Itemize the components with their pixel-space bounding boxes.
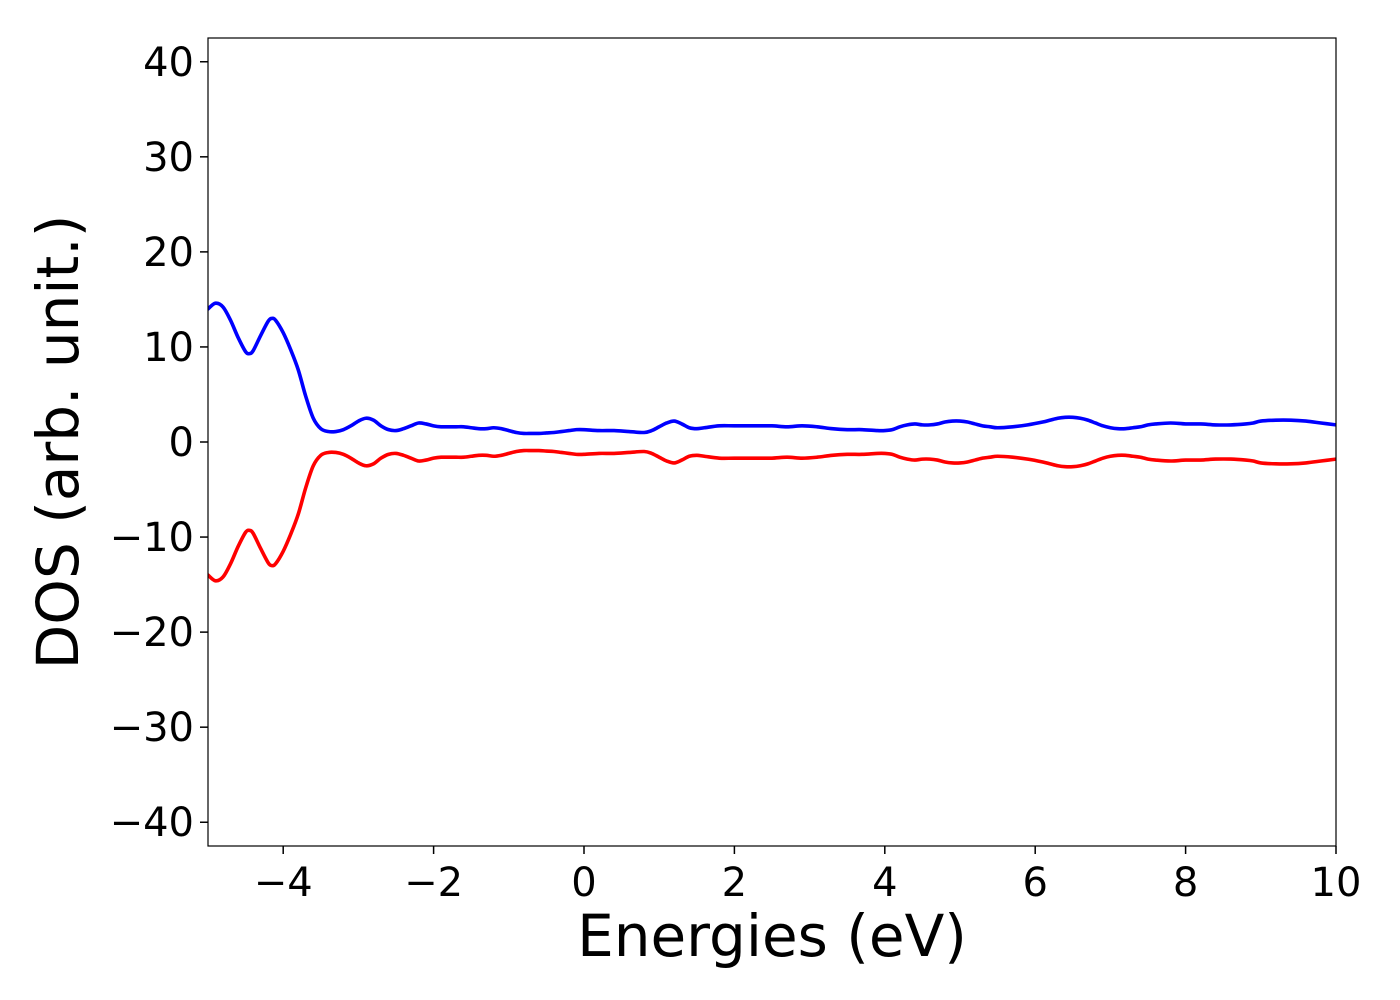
y-tick-label: 40 <box>143 40 194 86</box>
y-tick-label: −20 <box>110 610 194 656</box>
x-tick-label: −2 <box>404 860 463 906</box>
y-tick-label: 0 <box>169 420 194 466</box>
x-tick-label: −4 <box>254 860 313 906</box>
y-tick-label: −10 <box>110 515 194 561</box>
dos-down-line <box>208 448 1336 583</box>
y-tick-label: −30 <box>110 705 194 751</box>
x-tick-label: 2 <box>722 860 747 906</box>
x-axis: −4 −2 0 2 4 6 8 10 <box>254 846 1362 906</box>
x-tick-label: 6 <box>1022 860 1047 906</box>
series-layer <box>208 301 1336 583</box>
plot-area <box>207 37 1337 847</box>
y-tick-label: 30 <box>143 135 194 181</box>
x-tick-label: 8 <box>1173 860 1198 906</box>
x-axis-label: Energies (eV) <box>577 902 967 970</box>
x-tick-label: 0 <box>571 860 596 906</box>
x-tick-label: 4 <box>872 860 897 906</box>
dos-up-line <box>208 301 1336 436</box>
y-tick-label: −40 <box>110 800 194 846</box>
x-tick-label: 10 <box>1311 860 1362 906</box>
y-axis: −40 −30 −20 −10 0 10 20 30 40 <box>110 40 208 846</box>
y-axis-label: DOS (arb. unit.) <box>24 215 92 670</box>
plot-frame <box>207 37 1337 847</box>
y-tick-label: 20 <box>143 230 194 276</box>
y-tick-label: 10 <box>143 325 194 371</box>
